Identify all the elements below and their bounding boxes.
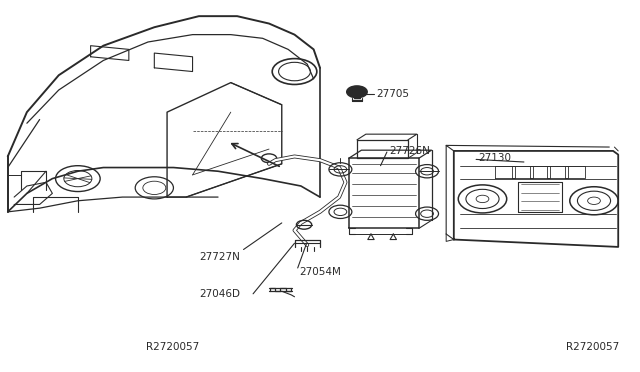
Text: R2720057: R2720057 <box>146 342 199 352</box>
Text: 27054M: 27054M <box>300 267 342 277</box>
Text: 27130: 27130 <box>478 153 511 163</box>
Text: 27726N: 27726N <box>389 146 429 156</box>
Text: 27046D: 27046D <box>199 289 240 299</box>
Text: R2720057: R2720057 <box>566 342 620 352</box>
Circle shape <box>347 86 367 98</box>
Text: 27705: 27705 <box>376 89 409 99</box>
Text: 27727N: 27727N <box>199 252 240 262</box>
